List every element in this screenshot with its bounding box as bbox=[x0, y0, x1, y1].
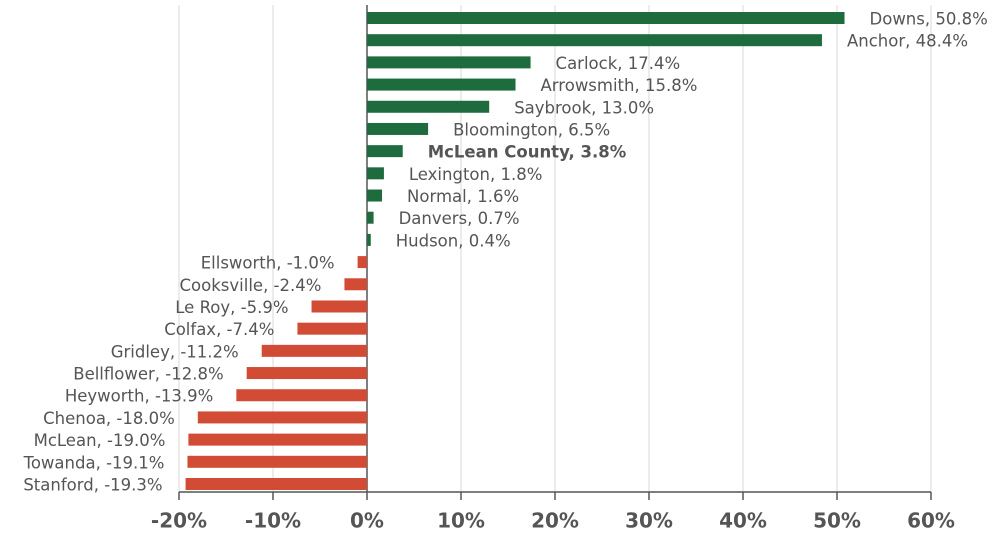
bar bbox=[357, 256, 367, 269]
data-label: McLean County, 3.8% bbox=[428, 143, 627, 162]
x-tick-label: 20% bbox=[531, 509, 579, 533]
data-label: Arrowsmith, 15.8% bbox=[541, 76, 698, 95]
bar bbox=[246, 367, 367, 380]
bar bbox=[367, 189, 383, 202]
bar bbox=[197, 411, 367, 424]
x-tick-label: 50% bbox=[813, 509, 861, 533]
bar bbox=[187, 455, 367, 468]
bar bbox=[367, 34, 822, 47]
data-label: Saybrook, 13.0% bbox=[514, 98, 654, 117]
data-label: Normal, 1.6% bbox=[407, 187, 519, 206]
x-tick-label: 30% bbox=[625, 509, 673, 533]
x-tick-label: 0% bbox=[350, 509, 384, 533]
bar bbox=[367, 211, 374, 224]
data-label: Gridley, -11.2% bbox=[111, 342, 239, 361]
data-label: Hudson, 0.4% bbox=[396, 231, 511, 250]
data-label: Bloomington, 6.5% bbox=[453, 120, 610, 139]
data-label: Ellsworth, -1.0% bbox=[201, 254, 335, 273]
x-tick-label: -10% bbox=[245, 509, 301, 533]
bar bbox=[185, 478, 367, 490]
bar bbox=[344, 278, 367, 291]
bar bbox=[367, 167, 384, 180]
x-tick-label: 40% bbox=[719, 509, 767, 533]
bar bbox=[297, 322, 367, 335]
data-label: Anchor, 48.4% bbox=[847, 32, 968, 51]
data-label: Lexington, 1.8% bbox=[409, 165, 542, 184]
data-label: McLean, -19.0% bbox=[34, 431, 166, 450]
bar bbox=[261, 344, 367, 357]
data-label: Colfax, -7.4% bbox=[164, 320, 274, 339]
bar bbox=[367, 122, 429, 135]
bar bbox=[367, 56, 531, 69]
bar bbox=[367, 233, 371, 246]
data-label: Stanford, -19.3% bbox=[23, 476, 162, 495]
bar bbox=[367, 145, 403, 158]
data-label: Bellflower, -12.8% bbox=[73, 365, 223, 384]
data-label: Danvers, 0.7% bbox=[399, 209, 520, 228]
bar bbox=[367, 12, 845, 24]
x-tick-label: 10% bbox=[437, 509, 485, 533]
data-label: Towanda, -19.1% bbox=[23, 453, 165, 472]
x-tick-label: -20% bbox=[151, 509, 207, 533]
x-tick-label: 60% bbox=[907, 509, 955, 533]
data-label: Downs, 50.8% bbox=[870, 10, 988, 29]
bar bbox=[367, 78, 516, 91]
data-label: Carlock, 17.4% bbox=[556, 54, 681, 73]
bar bbox=[236, 389, 367, 402]
data-label: Cooksville, -2.4% bbox=[180, 276, 322, 295]
data-label: Chenoa, -18.0% bbox=[43, 409, 175, 428]
data-label: Heyworth, -13.9% bbox=[65, 387, 213, 406]
bar bbox=[188, 433, 367, 446]
bar bbox=[367, 100, 490, 113]
bar bbox=[311, 300, 367, 313]
data-label: Le Roy, -5.9% bbox=[175, 298, 288, 317]
